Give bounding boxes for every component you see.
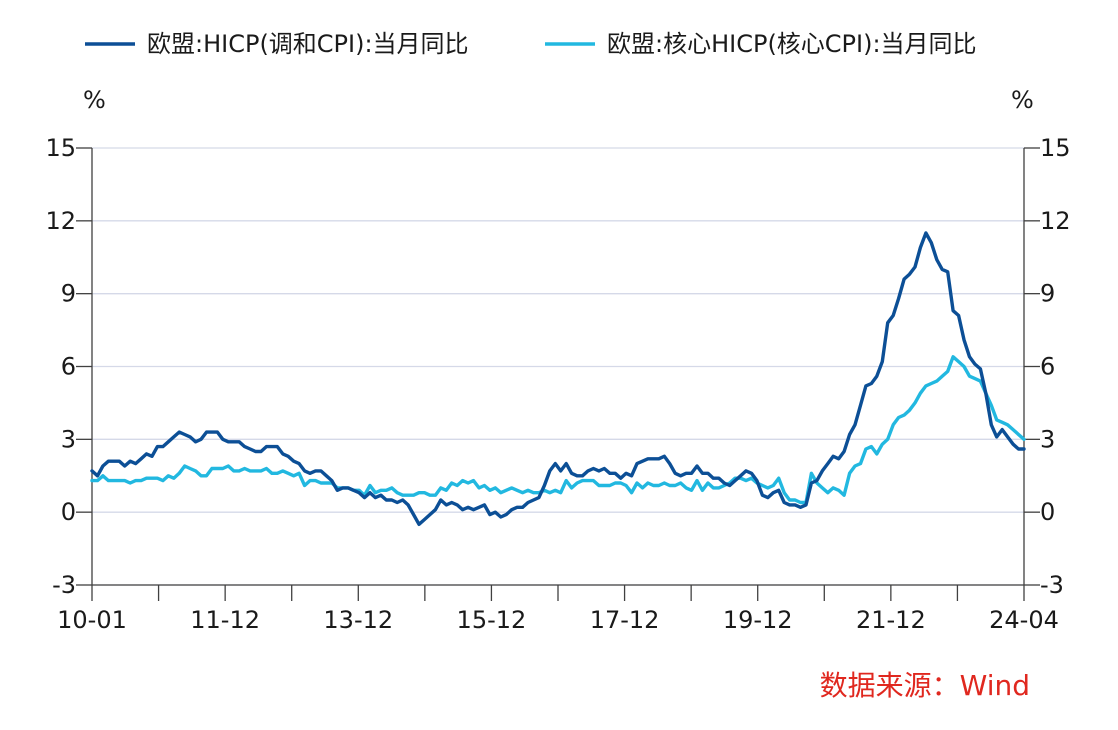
y-left-tick-label: 9 bbox=[61, 280, 76, 308]
y-right-tick-label: 6 bbox=[1040, 353, 1055, 381]
x-tick-label: 15-12 bbox=[457, 606, 527, 634]
y-left-tick-label: 6 bbox=[61, 353, 76, 381]
y-left-tick-label: 15 bbox=[45, 134, 76, 162]
legend: 欧盟:HICP(调和CPI):当月同比 欧盟:核心HICP(核心CPI):当月同比 bbox=[85, 30, 977, 58]
x-tick-label: 13-12 bbox=[323, 606, 393, 634]
y-right-tick-label: -3 bbox=[1040, 571, 1064, 599]
y-left-tick-label: -3 bbox=[52, 571, 76, 599]
x-tick-label: 19-12 bbox=[723, 606, 793, 634]
legend-label: 欧盟:核心HICP(核心CPI):当月同比 bbox=[607, 30, 977, 58]
x-tick-label: 10-01 bbox=[57, 606, 127, 634]
axes: -3 -3 0 0 3 3 6 6 9 9 12 12 15 15 10-01 11-12 13-12 15-12… bbox=[45, 134, 1070, 634]
x-tick-label: 17-12 bbox=[590, 606, 660, 634]
series-line-headline-hicp bbox=[90, 231, 1026, 526]
y-left-tick-label: 3 bbox=[61, 425, 76, 453]
left-unit-label: % bbox=[83, 86, 106, 114]
gridlines bbox=[92, 147, 1024, 586]
x-tick-label: 21-12 bbox=[856, 606, 926, 634]
x-tick-label: 24-04 bbox=[989, 606, 1059, 634]
series-line-core-hicp bbox=[90, 355, 1026, 505]
right-unit-label: % bbox=[1011, 86, 1034, 114]
series-lines bbox=[90, 231, 1026, 526]
x-tick-label: 11-12 bbox=[190, 606, 260, 634]
y-left-tick-label: 0 bbox=[61, 498, 76, 526]
y-right-tick-label: 0 bbox=[1040, 498, 1055, 526]
source-label: 数据来源：Wind bbox=[820, 669, 1030, 702]
y-right-tick-label: 9 bbox=[1040, 280, 1055, 308]
y-right-tick-label: 3 bbox=[1040, 425, 1055, 453]
y-right-tick-label: 12 bbox=[1040, 207, 1071, 235]
y-left-tick-label: 12 bbox=[45, 207, 76, 235]
y-right-tick-label: 15 bbox=[1040, 134, 1071, 162]
legend-label: 欧盟:HICP(调和CPI):当月同比 bbox=[147, 30, 469, 58]
